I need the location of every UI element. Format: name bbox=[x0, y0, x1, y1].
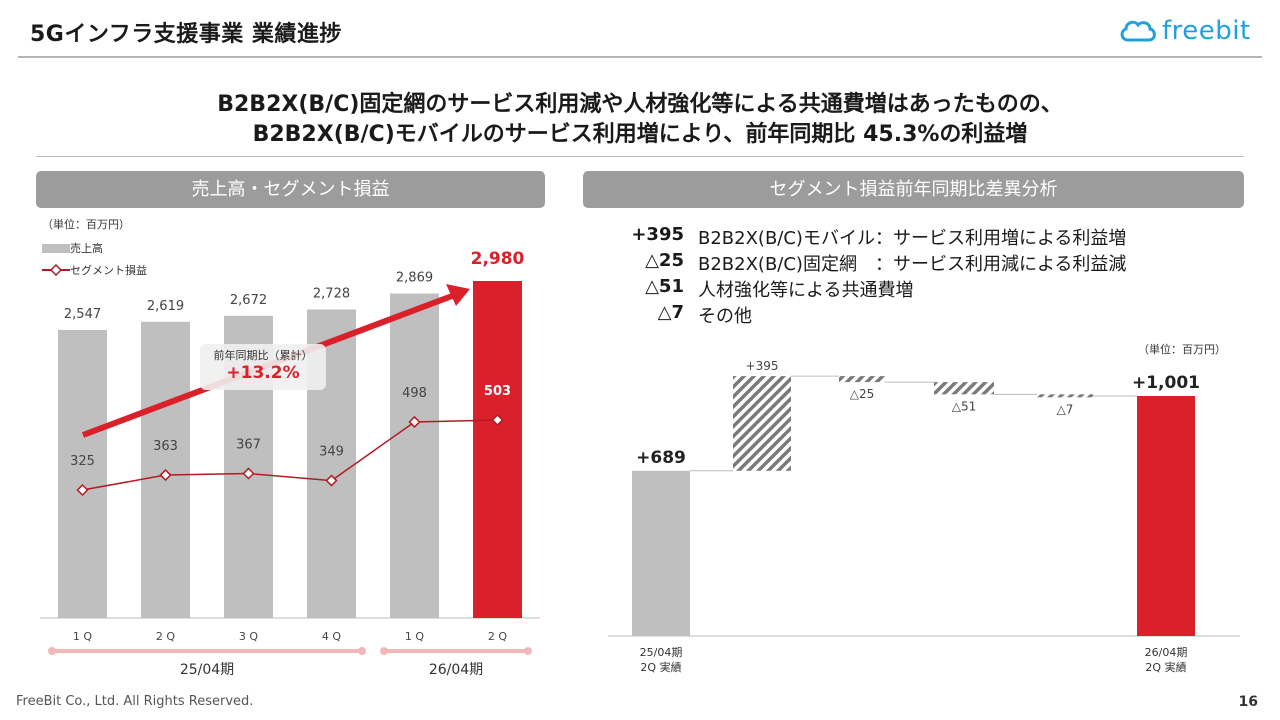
yoy-label: 前年同期比（累計） bbox=[213, 349, 313, 362]
cloud-logo-icon bbox=[1120, 20, 1156, 42]
waterfall-delta-bar bbox=[839, 376, 885, 383]
period-bracket-end bbox=[380, 647, 388, 655]
profit-value-label: 363 bbox=[153, 439, 178, 454]
explanation-value: △25 bbox=[645, 250, 684, 271]
yoy-value: +13.2% bbox=[226, 363, 300, 383]
explanation-row: △25 B2B2X(B/C)固定網 ：サービス利用減による利益減 bbox=[614, 250, 1126, 276]
explanation-value: △7 bbox=[657, 302, 684, 323]
profit-point bbox=[159, 468, 172, 482]
section-title-sales-profit: 売上高・セグメント損益 bbox=[36, 171, 545, 208]
headline-line-1: B2B2X(B/C)固定網のサービス利用減や人材強化等による共通費増はあったもの… bbox=[217, 92, 1063, 117]
profit-value-label: 503 bbox=[484, 384, 511, 399]
sales-value-label: 2,547 bbox=[64, 307, 101, 322]
sales-bar bbox=[473, 281, 522, 618]
waterfall-total-label: +1,001 bbox=[1132, 373, 1200, 393]
left-unit-label: （単位：百万円） bbox=[42, 218, 130, 231]
waterfall-delta-label: △25 bbox=[850, 387, 875, 401]
period-label: 25/04期 bbox=[180, 662, 234, 678]
profit-point bbox=[491, 413, 504, 427]
explanation-row: △51 人材強化等による共通費増 bbox=[614, 276, 1126, 302]
quarter-tick-label: 2 Q bbox=[156, 630, 175, 643]
sales-bar bbox=[58, 329, 107, 618]
profit-value-label: 498 bbox=[402, 386, 427, 401]
right-unit-label: （単位：百万円） bbox=[1138, 343, 1226, 356]
profit-point bbox=[325, 474, 338, 487]
period-bracket-end bbox=[48, 647, 56, 655]
explanation-value: △51 bbox=[645, 276, 684, 297]
explanation-row: +395 B2B2X(B/C)モバイル：サービス利用増による利益増 bbox=[614, 224, 1126, 250]
profit-point bbox=[76, 483, 89, 497]
variance-explanations: +395 B2B2X(B/C)モバイル：サービス利用増による利益増 △25 B2B2… bbox=[614, 224, 1126, 328]
sales-value-label: 2,672 bbox=[230, 293, 267, 308]
waterfall-delta-label: +395 bbox=[746, 359, 779, 373]
waterfall-delta-bar bbox=[733, 376, 791, 471]
explanation-value: +395 bbox=[631, 224, 684, 245]
legend-profit-label: セグメント損益 bbox=[70, 264, 147, 277]
legend-profit: セグメント損益 bbox=[42, 262, 147, 278]
profit-point bbox=[408, 415, 421, 429]
quarter-tick-label: 1 Q bbox=[73, 630, 92, 643]
period-bracket-end bbox=[524, 647, 532, 655]
yoy-annotation: 前年同期比（累計） +13.2% bbox=[200, 344, 326, 390]
footer-copyright: FreeBit Co., Ltd. All Rights Reserved. bbox=[16, 694, 254, 709]
explanation-row: △7 その他 bbox=[614, 302, 1126, 328]
waterfall-category-label: 2Q 実績 bbox=[1145, 660, 1186, 674]
waterfall-delta-bar bbox=[934, 382, 994, 395]
profit-value-label: 367 bbox=[236, 437, 261, 452]
waterfall-delta-bar bbox=[1037, 394, 1093, 398]
waterfall-delta-label: △7 bbox=[1057, 402, 1074, 416]
headline-line-2: B2B2X(B/C)モバイルのサービス利用増により、前年同期比 45.3%の利益… bbox=[252, 122, 1028, 147]
page-title: 5Gインフラ支援事業 業績進捗 bbox=[30, 22, 342, 47]
quarter-tick-label: 2 Q bbox=[488, 630, 507, 643]
sales-value-label: 2,728 bbox=[313, 286, 350, 301]
sales-value-label: 2,980 bbox=[471, 249, 525, 269]
sales-profit-chart: 2,547 1 Q 2,619 2 Q 2,672 3 Q 2,728 4 Q 2,869 1 Q… bbox=[40, 249, 540, 678]
quarter-tick-label: 3 Q bbox=[239, 630, 258, 643]
trend-arrow-head bbox=[446, 284, 470, 306]
waterfall-category-label: 26/04期 bbox=[1145, 646, 1188, 659]
legend-sales-swatch bbox=[42, 243, 70, 253]
quarter-tick-label: 4 Q bbox=[322, 630, 341, 643]
freebit-logo: freebit bbox=[1118, 14, 1251, 48]
period-bracket-end bbox=[358, 647, 366, 655]
section-title-variance: セグメント損益前年同期比差異分析 bbox=[583, 171, 1244, 208]
explanation-text: B2B2X(B/C)モバイル：サービス利用増による利益増 bbox=[698, 228, 1127, 249]
sales-bar bbox=[390, 293, 439, 618]
sales-value-label: 2,619 bbox=[147, 299, 184, 314]
profit-value-label: 325 bbox=[70, 454, 95, 469]
explanation-text: その他 bbox=[698, 306, 752, 327]
page-number: 16 bbox=[1238, 694, 1258, 710]
waterfall-delta-label: △51 bbox=[952, 399, 977, 413]
sales-value-label: 2,869 bbox=[396, 271, 433, 286]
quarter-tick-label: 1 Q bbox=[405, 630, 424, 643]
explanation-text: B2B2X(B/C)固定網 ：サービス利用減による利益減 bbox=[698, 254, 1127, 275]
explanation-text: 人材強化等による共通費増 bbox=[698, 280, 914, 301]
waterfall-total-bar bbox=[1137, 396, 1195, 636]
legend-sales: 売上高 bbox=[42, 240, 103, 256]
waterfall-total-label: +689 bbox=[636, 448, 686, 468]
profit-line bbox=[82, 419, 498, 491]
waterfall-total-bar bbox=[632, 470, 690, 636]
period-label: 26/04期 bbox=[429, 662, 483, 678]
header-divider bbox=[18, 56, 1262, 58]
legend-profit-swatch bbox=[42, 264, 70, 276]
waterfall-category-label: 25/04期 bbox=[640, 646, 683, 659]
headline-divider bbox=[36, 156, 1244, 157]
profit-point bbox=[242, 467, 255, 480]
logo-text: freebit bbox=[1162, 16, 1251, 46]
waterfall-category-label: 2Q 実績 bbox=[640, 660, 681, 674]
profit-value-label: 349 bbox=[319, 445, 344, 460]
legend-sales-label: 売上高 bbox=[70, 242, 103, 255]
